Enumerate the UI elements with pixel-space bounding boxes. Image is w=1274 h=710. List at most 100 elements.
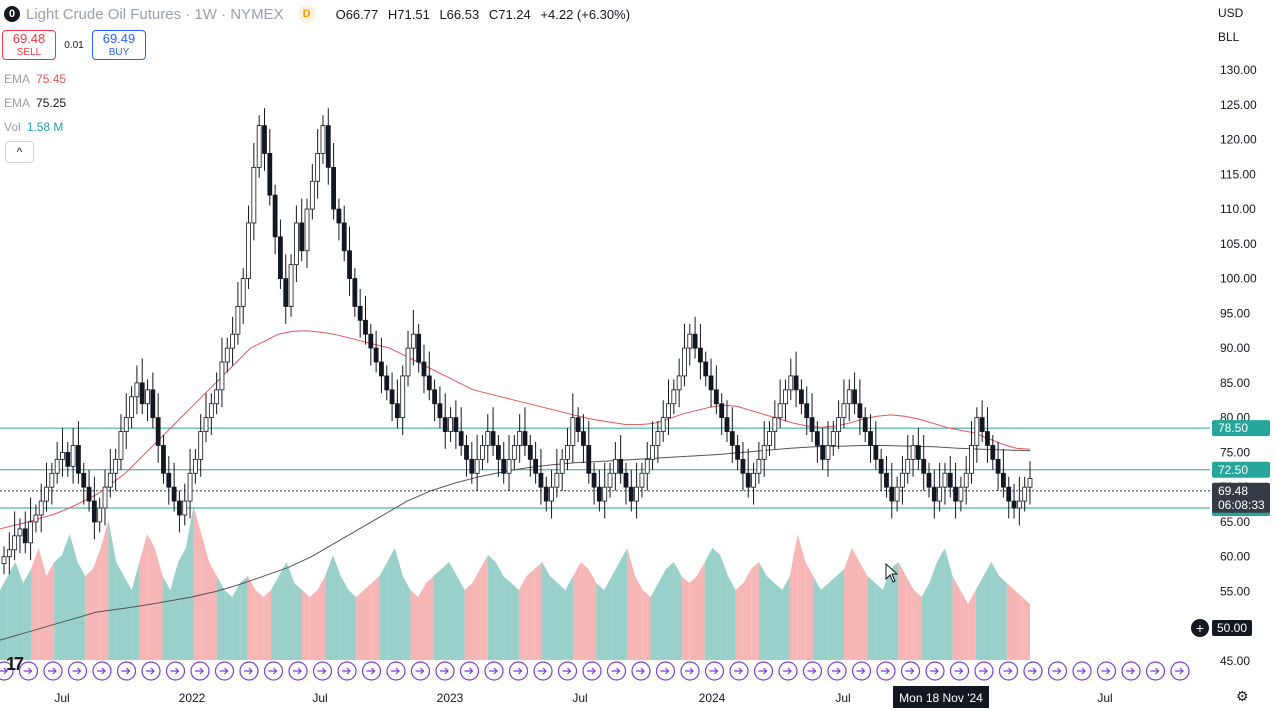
last-price-label-countdown: 06:08:33 [1218, 498, 1265, 512]
candle-body [995, 458, 1001, 474]
volume-segment [882, 569, 891, 660]
unit-selector[interactable]: BLL [1214, 27, 1268, 47]
y-tick-label: 100.00 [1220, 272, 1257, 286]
volume-segment [836, 569, 845, 660]
candle-body [299, 222, 305, 252]
volume-segment [774, 583, 783, 660]
volume-segment [851, 548, 860, 660]
candle-body [97, 507, 103, 523]
candle-body [155, 417, 161, 446]
candle-body [581, 431, 586, 446]
volume-segment [642, 590, 651, 660]
candle-body [990, 445, 996, 460]
candle-body [772, 417, 778, 432]
candle-body [246, 222, 251, 279]
candle-body [432, 389, 438, 405]
currency-selector[interactable]: USD [1214, 3, 1268, 23]
event-arrow-icon [538, 667, 547, 675]
volume-segment [542, 562, 550, 660]
candle-body [65, 452, 71, 467]
event-arrow-icon [1052, 667, 1062, 675]
candle-body [692, 333, 698, 349]
tradingview-logo-icon[interactable]: 17 [6, 654, 24, 674]
candle-body [293, 222, 299, 266]
candle-body [60, 452, 65, 460]
current-date-bg [893, 686, 989, 708]
price-axis[interactable]: 130.00 125.00 120.00 115.00 110.00 105.00 100.… [1212, 63, 1270, 668]
volume-segment [271, 576, 279, 660]
candle-body [102, 486, 108, 509]
volume-segment [549, 576, 558, 660]
candle-body [150, 389, 156, 419]
volume-segment [456, 576, 465, 660]
candle-body [368, 333, 374, 349]
event-arrow-icon [979, 667, 988, 675]
symbol-title[interactable]: Light Crude Oil Futures · 1W · NYMEX [26, 5, 284, 23]
volume-segment [704, 548, 713, 660]
volume-segment [565, 576, 574, 660]
candle-body [533, 458, 539, 474]
candle-body [384, 375, 390, 391]
volume-segment [356, 590, 364, 660]
ema-lines [0, 330, 1031, 641]
event-markers[interactable] [0, 661, 1190, 681]
candle-body [900, 472, 905, 488]
candle-body [607, 472, 613, 488]
indicator-ema-fast[interactable]: EMA 75.45 [4, 72, 67, 86]
candle-body [852, 389, 857, 405]
interval-badge[interactable]: D [297, 5, 316, 23]
volume-segment [15, 562, 24, 660]
candle-body [618, 458, 624, 474]
candle-body [591, 472, 597, 488]
event-arrow-icon [783, 667, 792, 675]
candle-body [878, 458, 884, 474]
candle-body [841, 403, 847, 419]
candle-body [54, 458, 60, 474]
volume-segment [844, 548, 852, 660]
candle-body [634, 486, 640, 502]
volume-segment [178, 548, 186, 660]
indicator-volume[interactable]: Vol 1.58 M [4, 120, 64, 134]
time-axis[interactable]: Jul 2022 Jul 2023 Jul 2024 Jul Jul Mon 18 Nov '2… [54, 686, 1113, 708]
volume-area [0, 506, 1030, 660]
settings-icon[interactable]: ⚙ [1236, 688, 1249, 704]
event-arrow-icon [881, 667, 890, 675]
plus-icon[interactable]: + [1191, 619, 1209, 637]
candle-body [969, 445, 974, 474]
candle-body [921, 458, 927, 474]
event-arrow-icon [317, 667, 327, 675]
volume-segment [116, 562, 124, 660]
candle-body [644, 458, 650, 474]
event-arrow-icon [464, 667, 474, 675]
candle-body [703, 361, 709, 377]
volume-segment [1022, 597, 1030, 660]
candle-body [251, 166, 257, 224]
candle-body [1022, 486, 1028, 502]
candle-body [687, 333, 693, 349]
chevron-up-icon[interactable]: ^ [5, 141, 34, 163]
volume-segment [123, 576, 132, 660]
event-arrow-icon [342, 667, 351, 675]
candle-body [777, 403, 783, 419]
volume-segment [611, 562, 620, 660]
candle-body [49, 472, 55, 488]
candle-body [793, 375, 799, 391]
volume-segment [147, 534, 155, 660]
candle-body [931, 486, 937, 502]
event-arrow-icon [905, 667, 915, 675]
volume-segment [170, 562, 179, 660]
indicator-ema-slow[interactable]: EMA 75.25 [4, 96, 67, 110]
volume-segment [61, 534, 70, 660]
candle-body [410, 333, 416, 349]
volume-segment [789, 534, 798, 660]
volume-segment [394, 548, 403, 660]
level-label: 72.50 [1218, 463, 1248, 477]
candle-body [347, 250, 352, 279]
candle-body [602, 486, 608, 502]
buy-button[interactable]: 69.49 BUY [92, 30, 146, 60]
volume-segment [278, 562, 287, 660]
sell-button[interactable]: 69.48 SELL [2, 30, 56, 60]
volume-segment [379, 562, 388, 660]
candle-body [655, 431, 661, 446]
